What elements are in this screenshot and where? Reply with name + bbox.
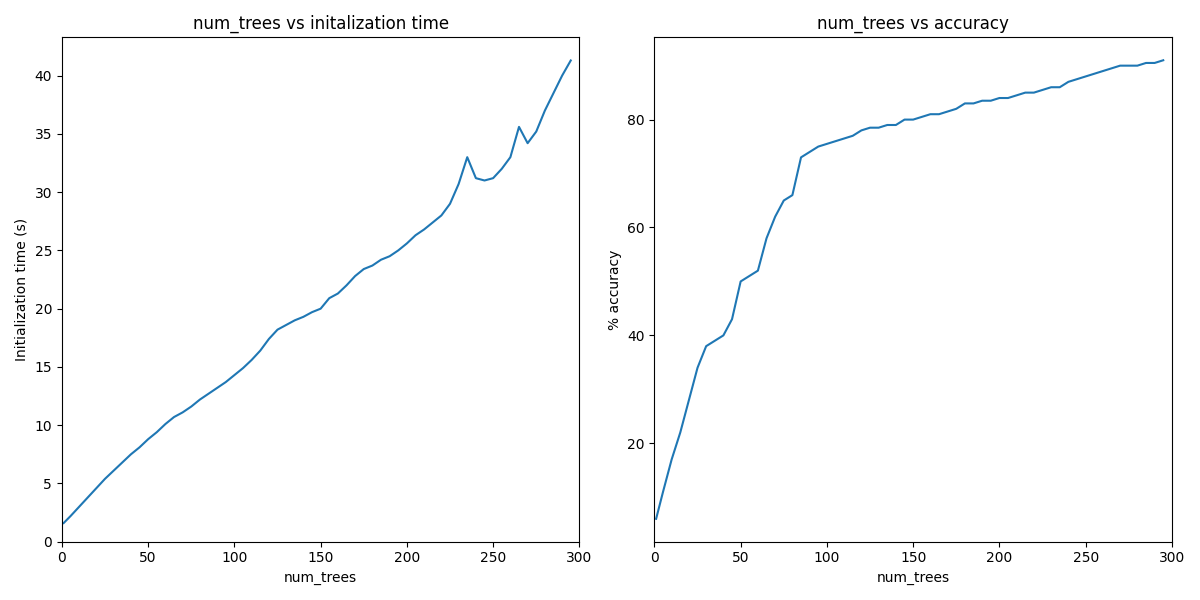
Y-axis label: % accuracy: % accuracy bbox=[607, 250, 622, 330]
Title: num_trees vs accuracy: num_trees vs accuracy bbox=[817, 15, 1009, 33]
Title: num_trees vs initalization time: num_trees vs initalization time bbox=[192, 15, 449, 33]
X-axis label: num_trees: num_trees bbox=[876, 571, 949, 585]
X-axis label: num_trees: num_trees bbox=[284, 571, 358, 585]
Y-axis label: Initialization time (s): Initialization time (s) bbox=[14, 218, 29, 361]
